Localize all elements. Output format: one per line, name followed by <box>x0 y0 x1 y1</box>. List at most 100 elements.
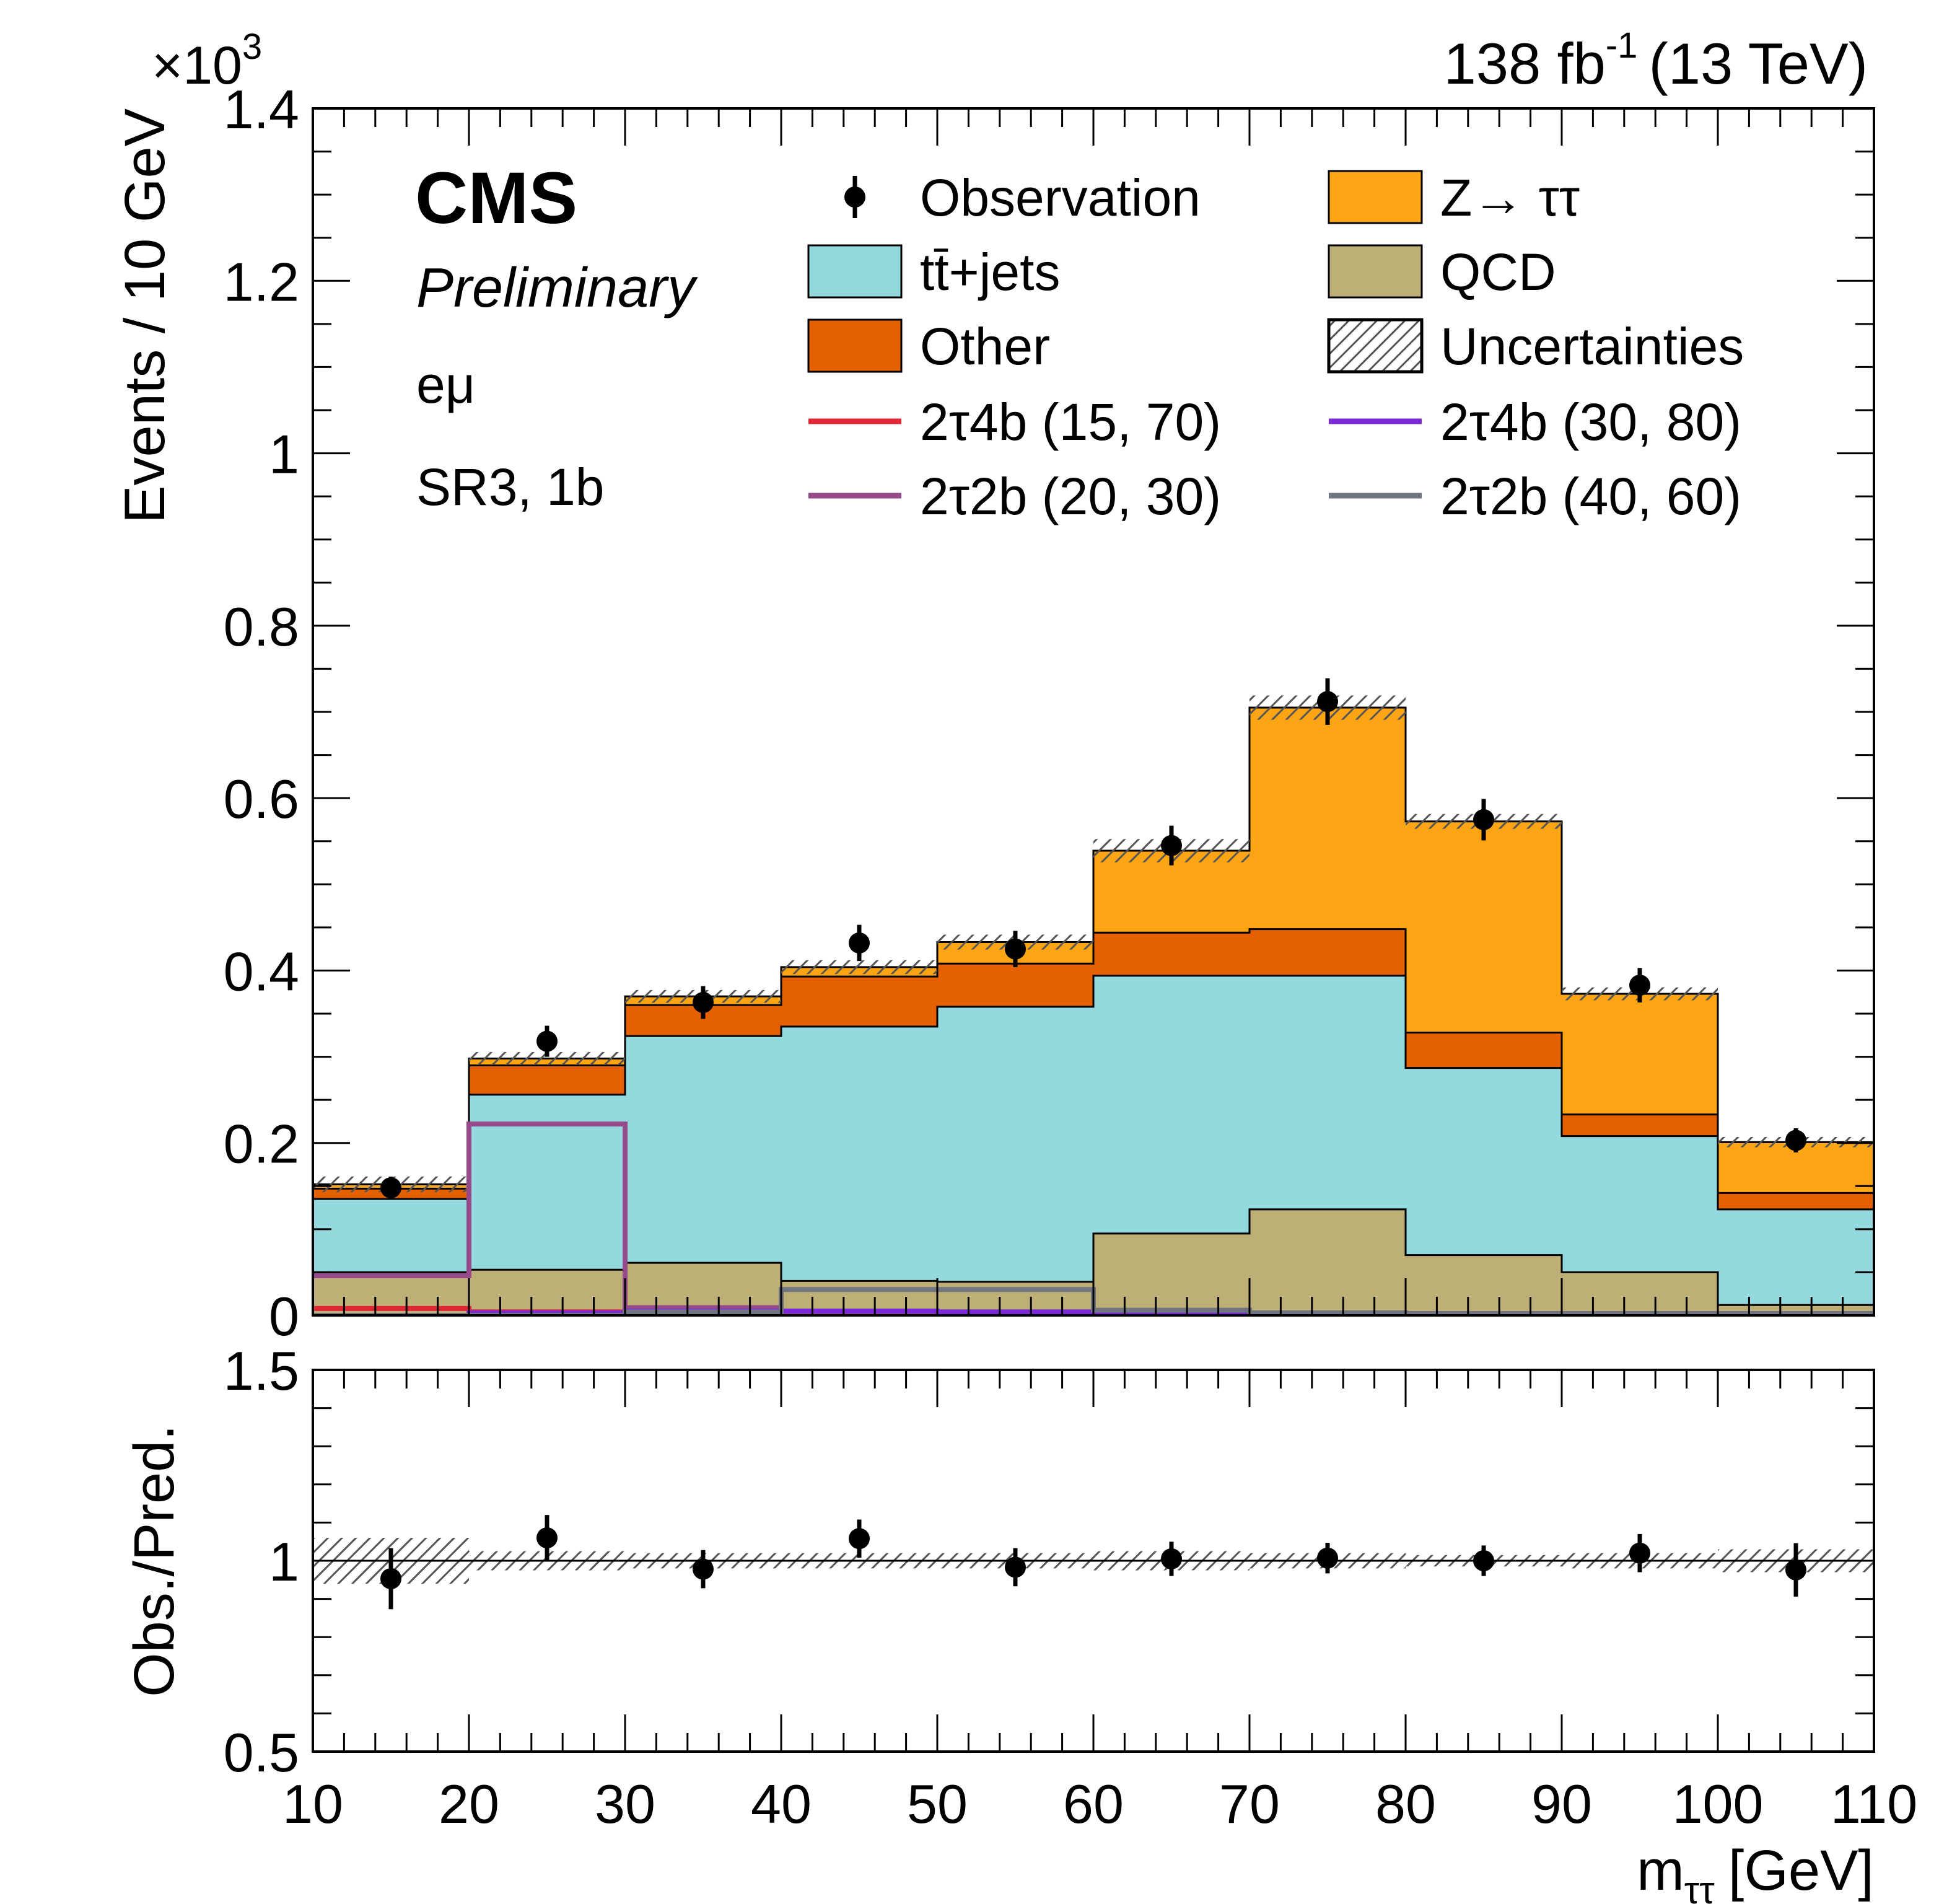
legend-marker <box>844 186 865 208</box>
multiplier-power: 3 <box>242 27 262 67</box>
ratio-point <box>536 1515 558 1561</box>
observation-point <box>1629 968 1650 1002</box>
x-tick-label: 50 <box>907 1773 968 1835</box>
legend-label: 2τ4b (15, 70) <box>920 393 1221 451</box>
uncertainty-bin-1 <box>469 1051 625 1065</box>
bar-ttbar-1 <box>469 1094 625 1270</box>
y-tick-label: 0 <box>269 1286 299 1347</box>
observation-marker <box>1317 691 1338 713</box>
ratio-marker <box>1785 1559 1806 1581</box>
y-tick-label: 0.6 <box>224 768 299 830</box>
lumi-value: 138 fb <box>1444 31 1606 96</box>
stack-outline-1 <box>313 975 1874 1315</box>
legend-item: 2τ2b (40, 60) <box>1329 467 1741 525</box>
y-tick-label: 1.4 <box>224 79 299 140</box>
bar-ttbar-2 <box>625 1036 781 1263</box>
channel-label: eμ <box>416 356 475 414</box>
ratio-marker <box>849 1528 870 1550</box>
bar-other-6 <box>1250 929 1406 976</box>
legend-item: tt̄+jets <box>807 243 1060 301</box>
observation-marker <box>1629 975 1650 996</box>
cms-label: CMS <box>415 157 577 239</box>
legend-item: 2τ4b (30, 80) <box>1329 393 1741 451</box>
observation-point <box>1317 678 1338 725</box>
ratio-point <box>1005 1548 1026 1587</box>
ratio-points <box>380 1515 1806 1610</box>
bar-ttbar-4 <box>937 1006 1093 1282</box>
observation-marker <box>1005 938 1026 960</box>
x-tick-label: 20 <box>439 1773 499 1835</box>
legend-swatch <box>807 318 903 373</box>
legend: Observation Z→ ττ tt̄+jets QCD Other Uncertai… <box>807 169 1744 525</box>
x-tick-label: 40 <box>751 1773 812 1835</box>
observation-points <box>380 678 1806 1200</box>
bar-other-7 <box>1406 1032 1562 1068</box>
ratio-y-tick-label: 0.5 <box>224 1722 299 1783</box>
y-axis-title: Events / 10 GeV <box>113 108 177 524</box>
stack-outline-0 <box>313 1208 1874 1315</box>
x-axis-title: mττ [GeV] <box>1637 1839 1874 1904</box>
ratio-point <box>380 1548 401 1610</box>
legend-label: Z→ ττ <box>1440 169 1580 227</box>
observation-point <box>1161 825 1182 866</box>
bar-other-9 <box>1718 1193 1874 1209</box>
x-tick-label: 30 <box>595 1773 655 1835</box>
stack-other <box>313 929 1874 1209</box>
observation-marker <box>693 991 714 1013</box>
observation-point <box>1785 1128 1806 1153</box>
ratio-marker <box>1005 1556 1026 1578</box>
bar-ttbar-5 <box>1093 975 1250 1234</box>
ratio-marker <box>1317 1547 1338 1569</box>
legend-item: QCD <box>1328 243 1556 301</box>
legend-item: Z→ ττ <box>1328 169 1580 227</box>
ratio-y-axis-title: Obs./Pred. <box>123 1424 186 1697</box>
ratio-point <box>1317 1543 1338 1574</box>
background-stack <box>313 706 1874 1315</box>
svg-text:×103: ×103 <box>152 27 262 95</box>
bar-ttbar-9 <box>1718 1209 1874 1305</box>
legend-item: 2τ2b (20, 30) <box>808 467 1221 525</box>
uncertainty-bin-3 <box>781 960 937 975</box>
bar-other-4 <box>937 963 1093 1007</box>
bar-qcd-6 <box>1250 1209 1406 1315</box>
observation-point <box>1005 931 1026 967</box>
y-tick-label: 1.2 <box>224 251 299 312</box>
x-tick-label: 90 <box>1531 1773 1592 1835</box>
observation-marker <box>536 1030 558 1052</box>
legend-label: Other <box>920 317 1050 375</box>
y-tick-label: 0.4 <box>224 941 299 1002</box>
legend-swatch <box>807 244 903 299</box>
ratio-y-tick-label: 1 <box>269 1531 299 1592</box>
bar-qcd-7 <box>1406 1255 1562 1315</box>
ratio-y-tick-label: 1.5 <box>224 1340 299 1402</box>
x-tick-label: 80 <box>1375 1773 1436 1835</box>
ratio-marker <box>1161 1548 1182 1569</box>
bar-ttbar-8 <box>1562 1136 1718 1273</box>
y-tick-label: 0.8 <box>224 596 299 657</box>
bar-ztautau-7 <box>1406 821 1562 1033</box>
bar-qcd-1 <box>469 1270 625 1315</box>
bar-qcd-8 <box>1562 1272 1718 1315</box>
bar-ttbar-0 <box>313 1199 469 1273</box>
observation-point <box>849 924 870 962</box>
observation-marker <box>1785 1130 1806 1151</box>
lumi-exponent: -1 <box>1606 25 1638 66</box>
observation-marker <box>1473 809 1494 830</box>
legend-item: Observation <box>844 169 1201 227</box>
x-tick-label: 10 <box>282 1773 343 1835</box>
bar-other-3 <box>781 976 937 1027</box>
ratio-point <box>1161 1542 1182 1576</box>
ratio-marker <box>380 1568 401 1589</box>
svg-text:138 fb-1(13 TeV): 138 fb-1 (13 TeV) <box>1444 25 1868 96</box>
observation-point <box>1473 799 1494 841</box>
x-tick-label: 110 <box>1831 1773 1917 1835</box>
x-axis-title-main: m <box>1637 1839 1684 1902</box>
main-axes: 0 0.2 0.4 0.6 0.8 1 1.2 1.4 <box>224 79 1875 1347</box>
observation-point <box>536 1025 558 1057</box>
main-histogram-panel <box>313 695 1874 1315</box>
observation-point <box>693 986 714 1019</box>
bar-other-8 <box>1562 1114 1718 1136</box>
x-tick-label: 100 <box>1673 1773 1764 1835</box>
ratio-marker <box>1473 1550 1494 1571</box>
